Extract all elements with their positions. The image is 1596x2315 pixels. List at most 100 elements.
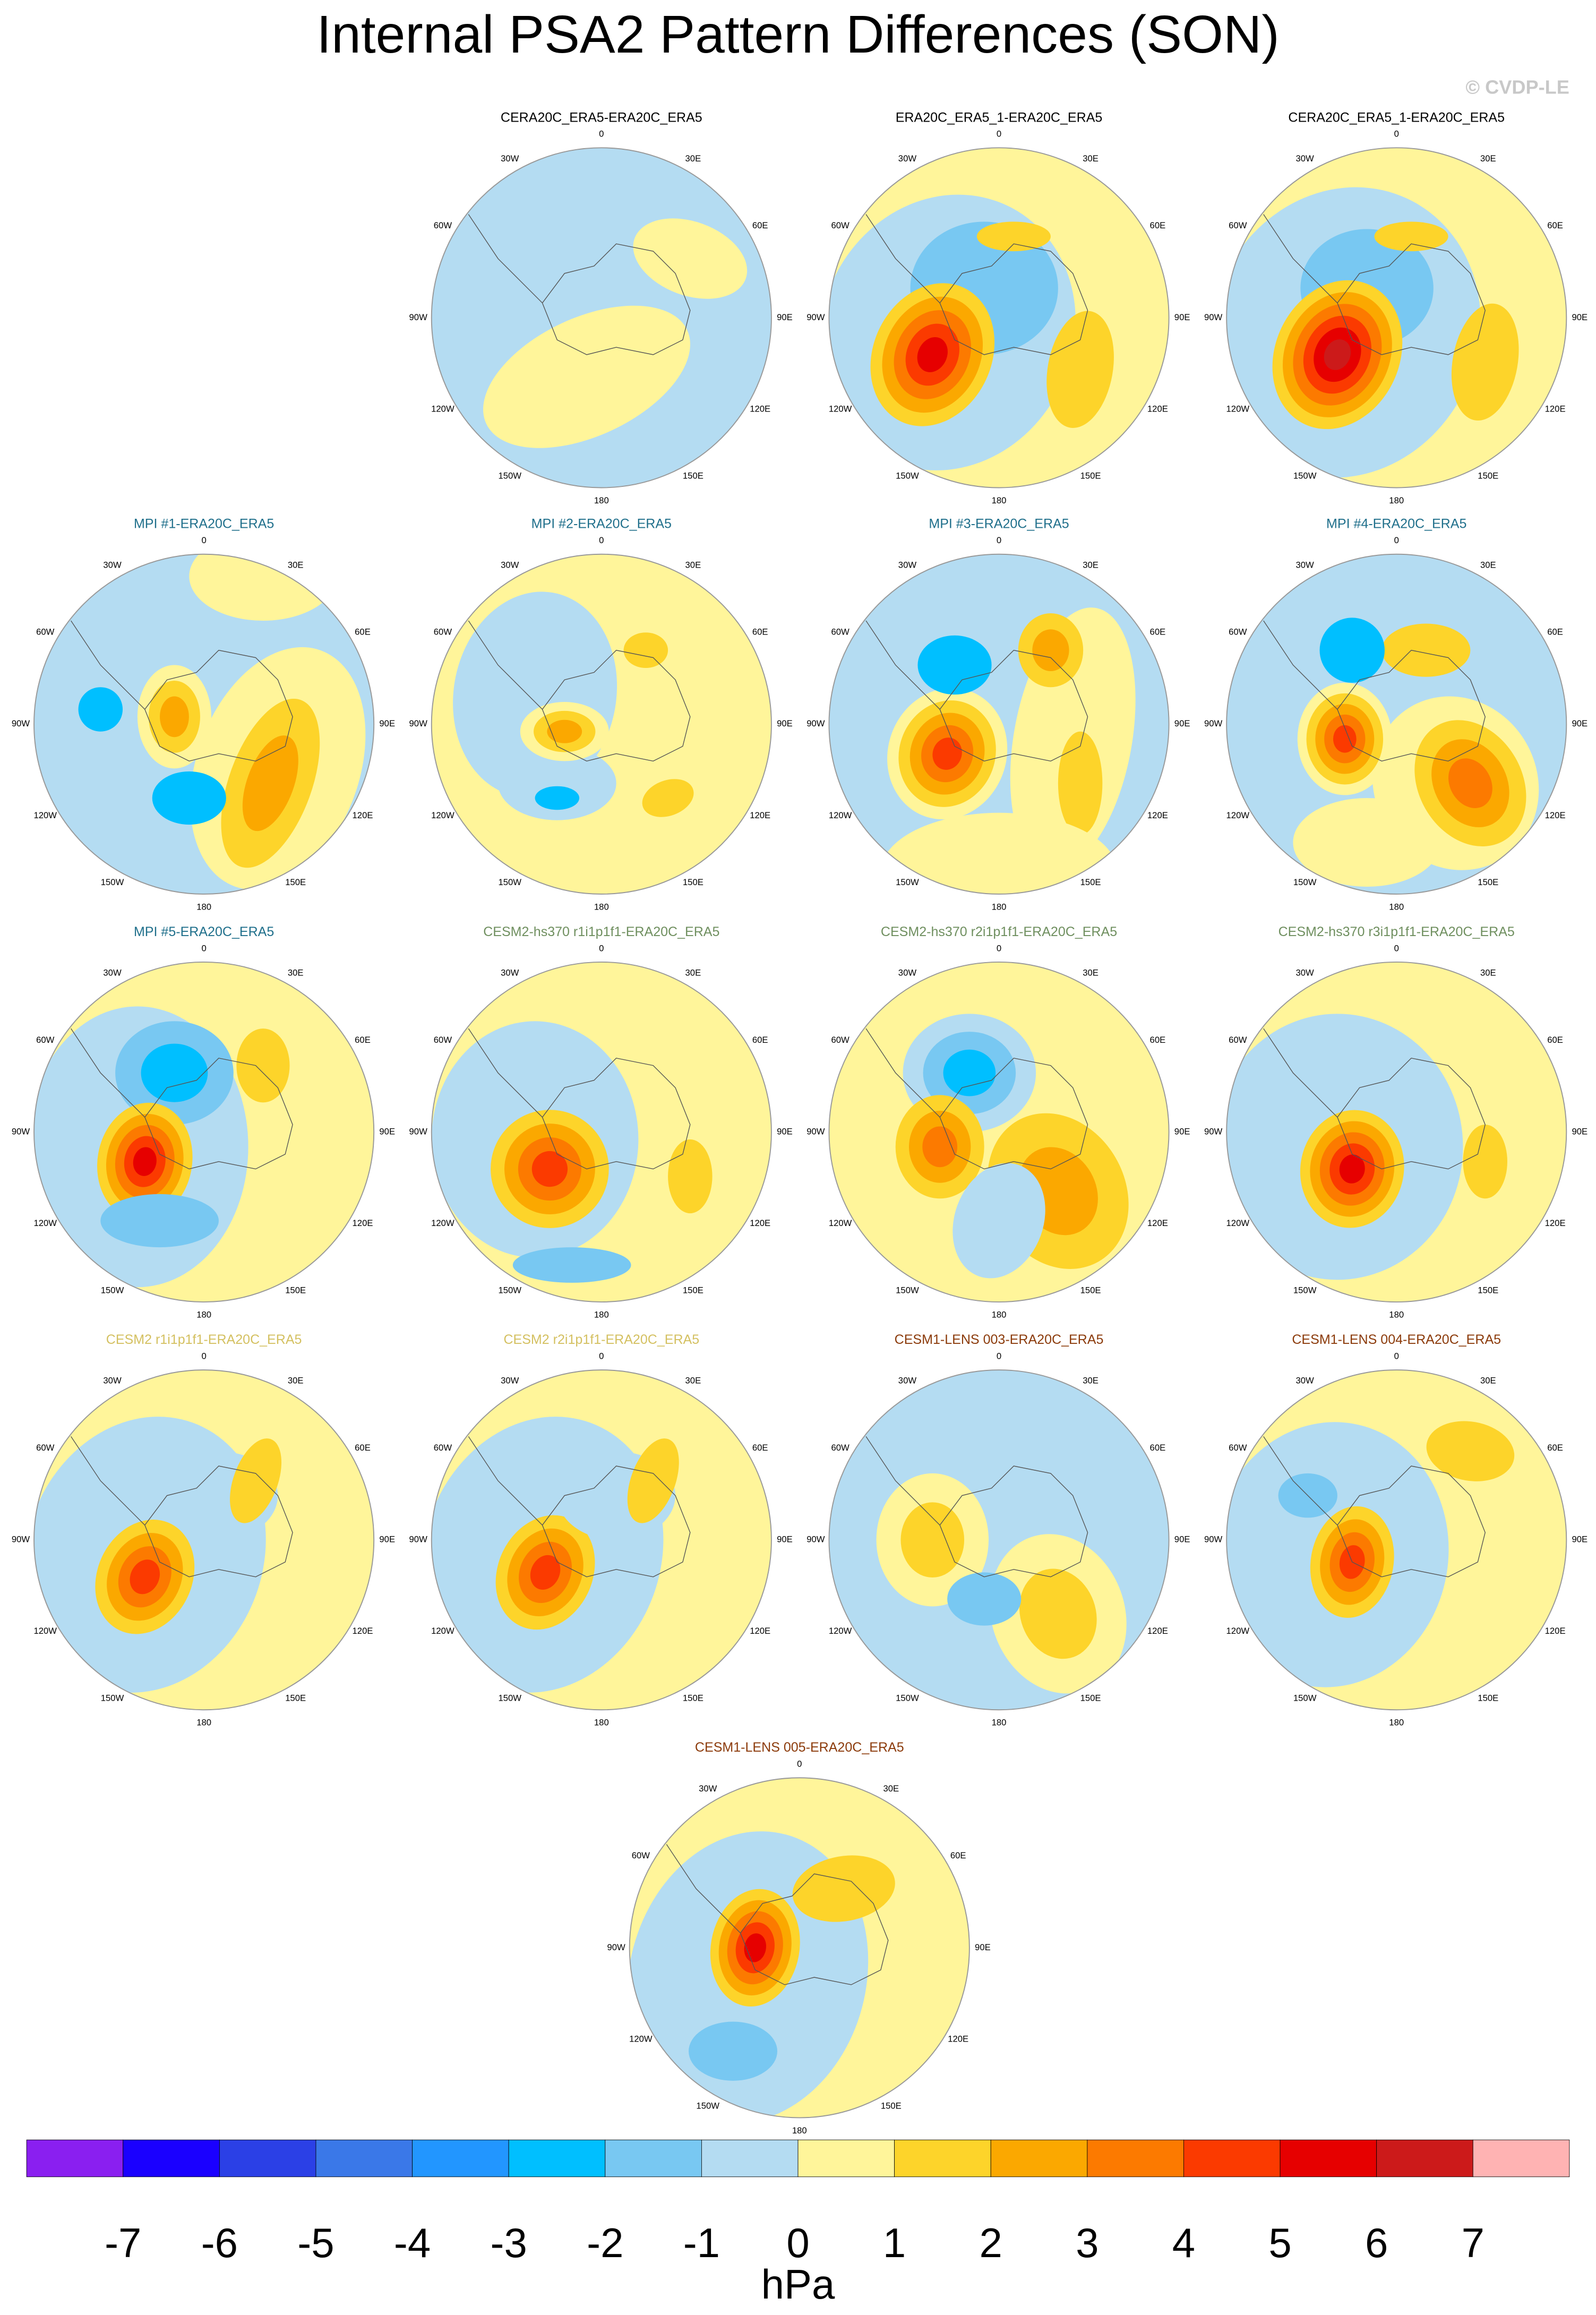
map-field xyxy=(431,962,771,1302)
field-contour xyxy=(900,1502,965,1577)
longitude-label: 150W xyxy=(896,1693,919,1703)
longitude-label: 0 xyxy=(1394,129,1399,139)
longitude-label: 30E xyxy=(1083,560,1099,570)
map-panel: CESM2-hs370 r3i1p1f1-ERA20C_ERA5 0 30E 60E 9… xyxy=(1204,924,1588,1320)
longitude-label: 90E xyxy=(379,1534,395,1545)
coastline xyxy=(865,1436,1088,1577)
map-field xyxy=(629,1778,969,2118)
longitude-label: 60E xyxy=(1547,627,1563,637)
longitude-label: 150W xyxy=(896,471,919,481)
map-panel: CESM2-hs370 r1i1p1f1-ERA20C_ERA5 0 30E 60E 9… xyxy=(409,924,793,1320)
panel-title: MPI #3-ERA20C_ERA5 xyxy=(929,517,1069,531)
field-contour xyxy=(535,786,580,810)
panel-title: CERA20C_ERA5_1-ERA20C_ERA5 xyxy=(1288,110,1505,125)
panel-title: ERA20C_ERA5_1-ERA20C_ERA5 xyxy=(896,110,1103,125)
longitude-label: 120E xyxy=(750,404,770,414)
map-border xyxy=(1226,147,1567,488)
longitude-label: 90W xyxy=(12,718,30,728)
colorbar-box xyxy=(412,2139,509,2177)
coastline xyxy=(865,1028,1088,1170)
field-contour xyxy=(78,687,123,732)
longitude-label: 30W xyxy=(103,1376,122,1386)
field-contour xyxy=(1319,618,1385,683)
longitude-label: 60W xyxy=(434,220,452,230)
map-border xyxy=(1226,1369,1567,1711)
longitude-label: 150W xyxy=(1293,1285,1317,1295)
map-panel: MPI #4-ERA20C_ERA5 0 30E 60E 90E 120E 150E 180 1… xyxy=(1204,517,1588,912)
field-contour xyxy=(1046,311,1114,428)
longitude-label: 60E xyxy=(355,1035,371,1045)
panel-title: CESM2-hs370 r2i1p1f1-ERA20C_ERA5 xyxy=(881,924,1117,939)
panel-title: MPI #2-ERA20C_ERA5 xyxy=(531,517,672,531)
longitude-label: 150W xyxy=(696,2101,719,2111)
longitude-label: 90W xyxy=(806,1126,825,1136)
field-contour xyxy=(744,1933,767,1962)
colorbar-tick-label: 0 xyxy=(786,2219,809,2266)
longitude-label: 90E xyxy=(1572,312,1588,322)
longitude-label: 90E xyxy=(1174,1534,1190,1545)
field-contour xyxy=(242,735,298,831)
longitude-label: 60E xyxy=(355,1443,371,1453)
colorbar-box xyxy=(1472,2139,1570,2177)
colorbar-box xyxy=(123,2139,220,2177)
longitude-label: 120E xyxy=(353,1218,373,1228)
longitude-label: 90W xyxy=(806,718,825,728)
map-field xyxy=(34,962,374,1302)
longitude-label: 150W xyxy=(498,1285,521,1295)
longitude-label: 90W xyxy=(1204,718,1223,728)
longitude-label: 120W xyxy=(33,810,57,820)
longitude-label: 90W xyxy=(1204,312,1223,322)
longitude-label: 120E xyxy=(353,810,373,820)
longitude-label: 60W xyxy=(434,1443,452,1453)
panel-title: MPI #1-ERA20C_ERA5 xyxy=(134,517,274,531)
longitude-label: 60W xyxy=(36,627,55,637)
longitude-label: 90W xyxy=(1204,1126,1223,1136)
longitude-label: 180 xyxy=(992,1718,1007,1728)
longitude-label: 30W xyxy=(103,560,122,570)
longitude-label: 60W xyxy=(831,627,850,637)
longitude-label: 120W xyxy=(431,1626,454,1636)
field-contour xyxy=(230,1438,282,1523)
field-contour xyxy=(623,632,668,668)
longitude-label: 120W xyxy=(33,1626,57,1636)
field-contour xyxy=(668,1139,713,1214)
longitude-label: 30W xyxy=(898,153,917,164)
longitude-label: 30E xyxy=(288,1376,304,1386)
field-contour xyxy=(1451,303,1519,421)
longitude-label: 30W xyxy=(501,153,519,164)
longitude-label: 90W xyxy=(806,1534,825,1545)
coastline xyxy=(1263,620,1486,762)
longitude-label: 0 xyxy=(599,129,604,139)
map-field xyxy=(431,554,771,894)
colorbar-box xyxy=(1183,2139,1281,2177)
field-contour xyxy=(152,771,226,825)
longitude-label: 150E xyxy=(285,1285,306,1295)
colorbar-box xyxy=(315,2139,413,2177)
field-contour xyxy=(530,1555,561,1590)
map-panel: CERA20C_ERA5_1-ERA20C_ERA5 0 30E 60E 90E 120E… xyxy=(1204,110,1588,505)
field-contour xyxy=(633,218,748,299)
longitude-label: 150E xyxy=(1080,1285,1101,1295)
longitude-label: 60W xyxy=(1229,1035,1247,1045)
colorbar-tick-label: 3 xyxy=(1076,2219,1099,2266)
longitude-label: 180 xyxy=(594,495,609,505)
map-border xyxy=(431,1369,772,1711)
longitude-label: 120E xyxy=(750,810,770,820)
longitude-label: 60W xyxy=(1229,1443,1247,1453)
panel-title: CESM1-LENS 003-ERA20C_ERA5 xyxy=(895,1332,1104,1347)
map-panel: CESM1-LENS 005-ERA20C_ERA5 0 30E 60E 90E 120E… xyxy=(607,1740,991,2136)
longitude-label: 90E xyxy=(777,1534,793,1545)
map-field xyxy=(829,1370,1169,1710)
longitude-label: 120W xyxy=(1226,1218,1250,1228)
longitude-label: 30E xyxy=(1083,153,1099,164)
field-contour xyxy=(1333,725,1357,753)
map-field xyxy=(1226,1370,1567,1710)
longitude-label: 180 xyxy=(594,902,609,912)
longitude-label: 150E xyxy=(1478,1285,1498,1295)
field-contour xyxy=(130,1559,160,1594)
longitude-label: 150E xyxy=(683,877,703,887)
longitude-label: 90W xyxy=(806,312,825,322)
colorbar-box xyxy=(1376,2139,1473,2177)
longitude-label: 120W xyxy=(33,1218,57,1228)
